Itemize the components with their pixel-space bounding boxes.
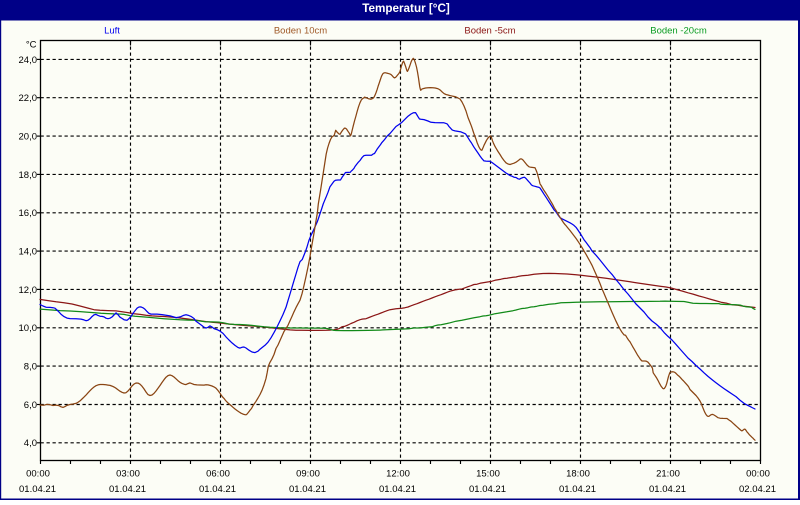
svg-text:12:00: 12:00 (386, 469, 410, 480)
svg-text:10,0: 10,0 (19, 323, 38, 334)
svg-text:Temperatur [°C]: Temperatur [°C] (362, 2, 450, 15)
svg-text:Luft: Luft (104, 26, 120, 37)
svg-text:4,0: 4,0 (24, 438, 37, 449)
svg-text:21:00: 21:00 (656, 469, 680, 480)
svg-text:01.04.21: 01.04.21 (469, 484, 506, 495)
svg-text:01.04.21: 01.04.21 (379, 484, 416, 495)
svg-text:03:00: 03:00 (116, 469, 140, 480)
svg-text:01.04.21: 01.04.21 (199, 484, 236, 495)
svg-text:15:00: 15:00 (476, 469, 500, 480)
svg-text:01.04.21: 01.04.21 (559, 484, 596, 495)
svg-text:°C: °C (26, 40, 37, 51)
svg-text:Boden 10cm: Boden 10cm (274, 26, 327, 37)
svg-text:00:00: 00:00 (746, 469, 770, 480)
svg-text:18,0: 18,0 (19, 170, 38, 181)
svg-text:Boden -5cm: Boden -5cm (464, 26, 515, 37)
svg-text:18:00: 18:00 (566, 469, 590, 480)
svg-text:20,0: 20,0 (19, 132, 38, 143)
svg-text:01.04.21: 01.04.21 (649, 484, 686, 495)
svg-text:8,0: 8,0 (24, 362, 37, 373)
svg-text:22,0: 22,0 (19, 93, 38, 104)
svg-text:02.04.21: 02.04.21 (739, 484, 776, 495)
svg-text:01.04.21: 01.04.21 (19, 484, 56, 495)
svg-text:01.04.21: 01.04.21 (289, 484, 326, 495)
svg-text:09:00: 09:00 (296, 469, 320, 480)
svg-text:01.04.21: 01.04.21 (109, 484, 146, 495)
svg-text:12,0: 12,0 (19, 285, 38, 296)
svg-text:Boden -20cm: Boden -20cm (650, 26, 707, 37)
svg-text:6,0: 6,0 (24, 400, 37, 411)
svg-text:24,0: 24,0 (19, 55, 38, 66)
svg-text:00:00: 00:00 (26, 469, 50, 480)
svg-text:14,0: 14,0 (19, 247, 38, 258)
svg-text:16,0: 16,0 (19, 208, 38, 219)
svg-text:06:00: 06:00 (206, 469, 230, 480)
